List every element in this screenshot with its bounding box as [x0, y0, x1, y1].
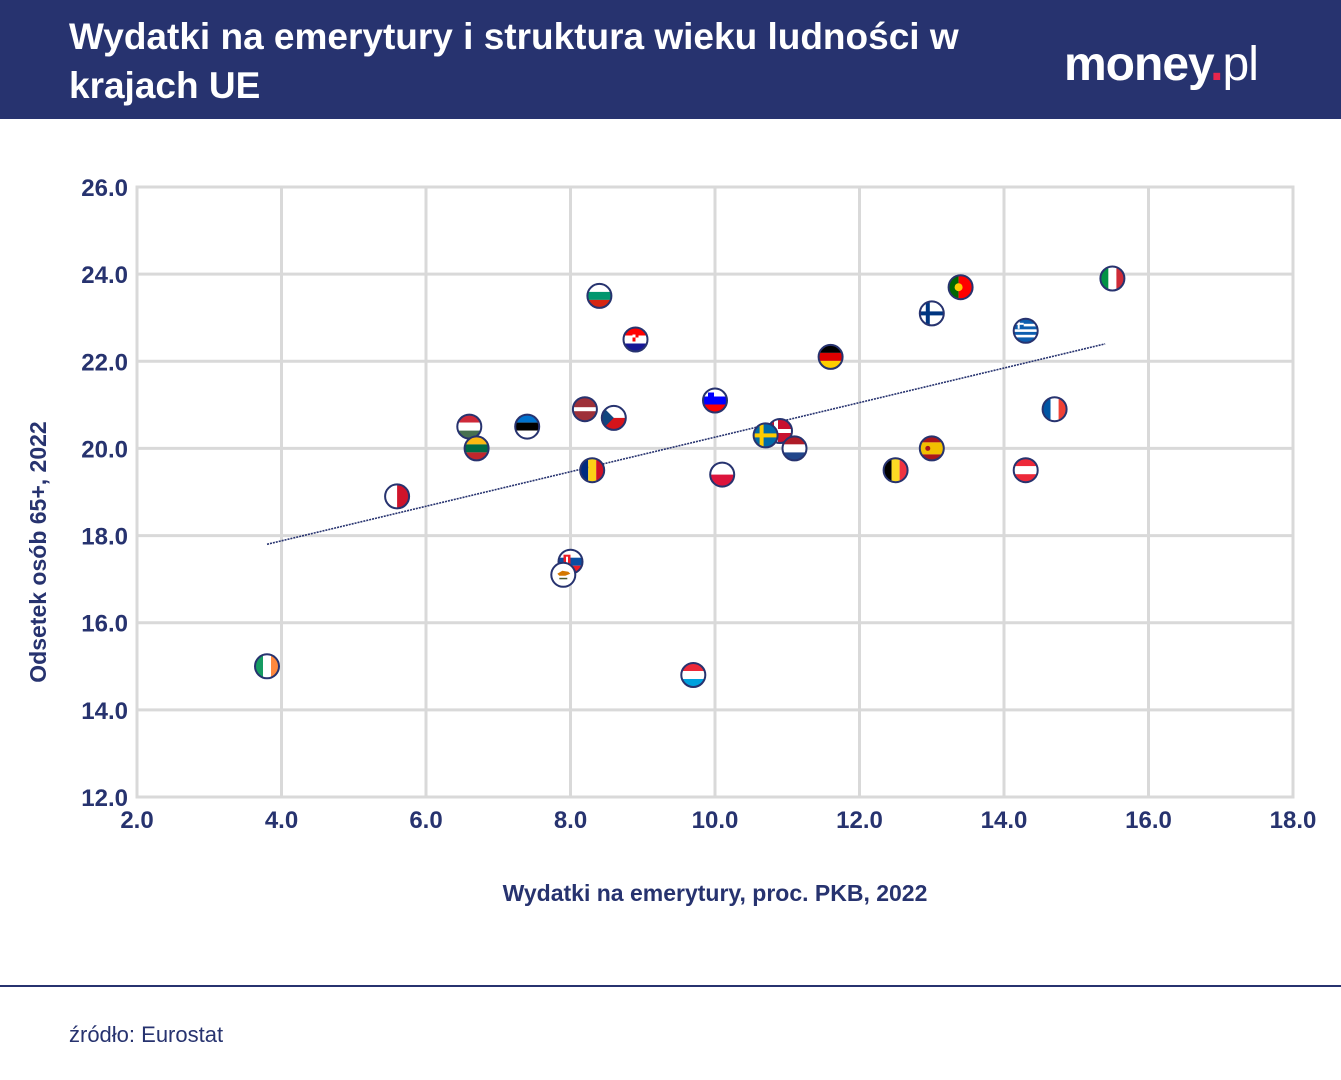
x-tick-label: 16.0 — [1125, 807, 1172, 834]
source-note: źródło: Eurostat — [69, 1022, 224, 1047]
data-point-croatia — [622, 326, 649, 353]
x-tick-label: 12.0 — [836, 807, 883, 834]
footer-divider — [0, 985, 1341, 987]
money-pl-logo: money.pl — [1064, 38, 1259, 91]
data-point-spain — [918, 435, 945, 462]
lithuania-flag-icon — [464, 436, 489, 461]
data-point-ireland — [254, 653, 280, 680]
scatter-chart: 2.0 4.0 6.0 8.0 10.0 12.0 14.0 16.0 18.0 12.0 14.0… — [25, 175, 1317, 906]
y-tick-label: 12.0 — [81, 785, 128, 812]
y-tick-label: 18.0 — [81, 524, 128, 551]
data-point-greece — [1012, 317, 1039, 344]
y-tick-label: 20.0 — [81, 436, 128, 463]
data-point-finland — [918, 300, 945, 327]
data-point-luxembourg — [680, 662, 707, 688]
y-tick-label: 26.0 — [81, 175, 128, 202]
trendline — [266, 343, 1106, 546]
x-tick-label: 6.0 — [409, 807, 442, 834]
austria-flag-icon — [1013, 458, 1038, 483]
x-tick-label: 4.0 — [265, 807, 298, 834]
x-tick-label: 14.0 — [981, 807, 1028, 834]
data-point-belgium — [882, 457, 909, 484]
data-point-germany — [817, 343, 844, 370]
germany-flag-icon — [818, 344, 843, 369]
data-point-italy — [1099, 265, 1126, 292]
data-point-austria — [1012, 457, 1039, 484]
data-point-czechia — [600, 404, 627, 431]
data-point-portugal — [947, 274, 974, 301]
data-point-slovenia — [702, 387, 728, 414]
data-point-bulgaria — [586, 282, 613, 309]
header-banner: Wydatki na emerytury i struktura wieku l… — [0, 0, 1341, 119]
data-point-netherlands — [781, 435, 808, 462]
y-tick-label: 14.0 — [81, 698, 128, 725]
x-tick-label: 8.0 — [554, 807, 587, 834]
x-tick-label: 2.0 — [120, 807, 153, 834]
data-point-sweden — [752, 422, 779, 449]
data-point-poland — [709, 461, 736, 488]
spain-flag-icon — [919, 436, 944, 461]
slovenia-flag-icon — [703, 388, 727, 413]
data-point-romania — [579, 457, 606, 484]
x-axis-title: Wydatki na emerytury, proc. PKB, 2022 — [503, 880, 928, 906]
x-tick-label: 18.0 — [1270, 807, 1317, 834]
belgium-flag-icon — [883, 458, 908, 483]
data-point-cyprus — [550, 561, 577, 588]
estonia-flag-icon — [515, 414, 540, 439]
romania-flag-icon — [580, 458, 605, 483]
portugal-flag-icon — [948, 275, 973, 300]
data-point-lithuania — [463, 435, 490, 462]
ireland-flag-icon — [255, 654, 279, 679]
poland-flag-icon — [710, 462, 735, 487]
france-flag-icon — [1042, 397, 1067, 422]
data-point-malta — [384, 483, 411, 510]
data-point-estonia — [514, 413, 541, 440]
malta-flag-icon — [385, 484, 410, 509]
bulgaria-flag-icon — [587, 283, 612, 308]
y-tick-label: 16.0 — [81, 611, 128, 638]
croatia-flag-icon — [623, 327, 648, 352]
data-point-latvia — [571, 396, 598, 423]
italy-flag-icon — [1100, 266, 1125, 291]
hungary-flag-icon — [457, 414, 482, 439]
y-axis-title: Odsetek osób 65+, 2022 — [25, 421, 51, 682]
chart-title: Wydatki na emerytury i struktura wieku l… — [69, 16, 959, 106]
greece-flag-icon — [1013, 318, 1038, 343]
y-tick-label: 24.0 — [81, 262, 128, 289]
data-point-france — [1041, 396, 1068, 423]
y-tick-label: 22.0 — [81, 349, 128, 376]
x-tick-label: 10.0 — [692, 807, 739, 834]
data-point-hungary — [456, 413, 483, 440]
netherlands-flag-icon — [782, 436, 807, 461]
czechia-flag-icon — [601, 405, 626, 430]
luxembourg-flag-icon — [681, 663, 706, 687]
